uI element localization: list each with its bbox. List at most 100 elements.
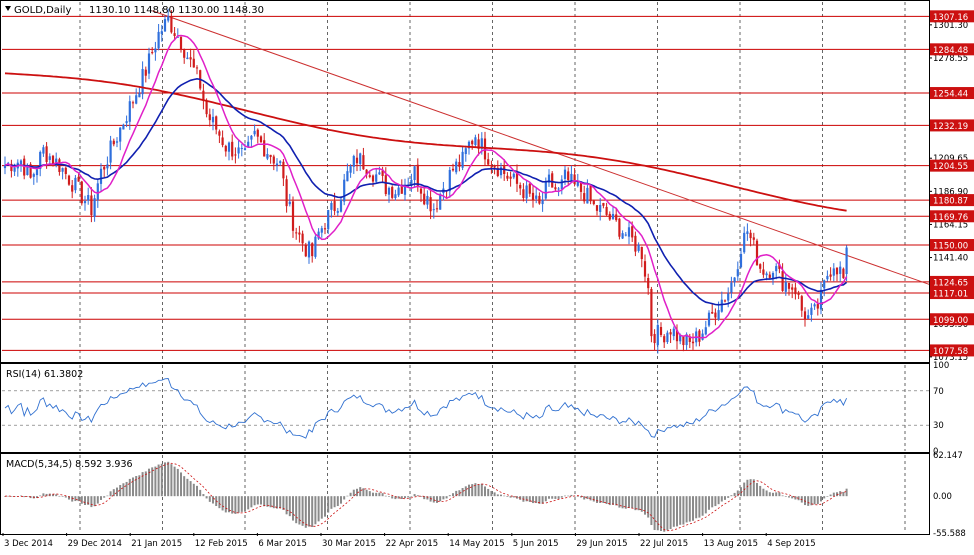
level-price-tag	[930, 239, 974, 252]
slow-moving-average	[4, 72, 847, 212]
candle-body	[32, 174, 35, 177]
macd-histogram-bar	[365, 489, 368, 497]
candle-body	[122, 124, 125, 130]
macd-histogram-bar	[480, 483, 483, 497]
candle-body	[3, 165, 7, 169]
macd-histogram-bar	[692, 496, 694, 521]
macd-histogram-bar	[567, 495, 570, 497]
macd-histogram-bar	[525, 496, 528, 502]
candle-body	[112, 140, 115, 145]
candle-body	[378, 172, 381, 175]
candle-body	[759, 264, 762, 269]
candle-body	[826, 275, 829, 280]
macd-histogram-bar	[77, 496, 80, 502]
candle-body	[314, 236, 317, 257]
macd-histogram-bar	[122, 483, 125, 497]
horizontal-levels	[2, 15, 929, 351]
macd-histogram-bar	[36, 496, 38, 498]
candle-body	[471, 140, 474, 145]
candle-body	[634, 235, 637, 252]
level-price-tag-text: 1150.00	[933, 242, 968, 252]
candle-body	[269, 154, 272, 157]
macd-histogram-bar	[653, 496, 656, 531]
candle-body	[691, 341, 695, 344]
macd-histogram-bar	[746, 479, 749, 497]
macd-histogram-bar	[240, 496, 243, 512]
macd-histogram-bar	[503, 495, 506, 497]
downtrend-line[interactable]	[152, 10, 930, 285]
candle-body	[448, 169, 451, 192]
macd-histogram-bar	[87, 496, 90, 505]
candle-body	[611, 213, 615, 219]
level-price-tag	[930, 344, 974, 357]
macd-histogram-bar	[794, 496, 797, 500]
macd-histogram-bar	[106, 495, 109, 497]
macd-histogram-bar	[679, 496, 682, 525]
candle-body	[816, 304, 819, 309]
candle-body	[720, 299, 723, 312]
macd-histogram-bar	[109, 491, 112, 497]
candle-body	[323, 228, 327, 230]
macd-histogram-bar	[640, 496, 643, 512]
macd-histogram-bar	[583, 496, 586, 500]
level-price-tag-text: 1232.19	[933, 122, 968, 132]
macd-histogram-bar	[471, 484, 474, 497]
candle-body	[771, 273, 775, 279]
macd-histogram-bar	[672, 496, 675, 527]
macd-pane-frame	[0, 453, 930, 535]
candle-body	[19, 160, 23, 165]
candle-body	[195, 67, 199, 69]
candle-body	[288, 201, 291, 205]
level-price-tag-text: 1180.87	[933, 197, 968, 207]
collapse-triangle-icon[interactable]	[5, 6, 11, 11]
candle-body	[829, 274, 832, 277]
candle-body	[483, 138, 487, 160]
macd-histogram-bar	[416, 495, 419, 497]
macd-histogram-bar	[708, 496, 710, 510]
macd-histogram-bar	[736, 490, 739, 497]
candle-body	[480, 138, 483, 149]
macd-histogram-bar	[637, 496, 640, 511]
candle-body	[355, 157, 359, 164]
macd-histogram-bar	[39, 495, 42, 497]
candle-body	[243, 148, 247, 151]
candle-body	[643, 261, 647, 277]
candle-body	[698, 330, 701, 342]
candle-body	[397, 187, 400, 196]
macd-histogram-bar	[170, 464, 173, 497]
macd-histogram-bar	[183, 476, 186, 497]
candle-body	[106, 164, 109, 169]
macd-histogram-bar	[733, 492, 736, 497]
candle-body	[419, 188, 423, 194]
macd-histogram-bar	[58, 495, 61, 497]
candle-body	[301, 233, 304, 244]
candle-body	[400, 186, 403, 194]
candle-body	[339, 199, 343, 212]
candle-body	[128, 101, 131, 122]
rsi-tick-label: 0	[933, 447, 938, 457]
candle-body	[141, 68, 144, 95]
macd-histogram-bar	[452, 493, 454, 497]
candle-body	[391, 186, 394, 198]
candle-body	[80, 181, 83, 204]
level-price-tag-text: 1254.44	[933, 90, 968, 100]
macd-histogram-bar	[164, 462, 166, 497]
candle-body	[627, 227, 631, 237]
macd-histogram-bar	[189, 481, 192, 497]
price-tick-label: 1278.55	[933, 54, 968, 64]
level-price-tag	[930, 275, 974, 288]
macd-histogram-bar	[506, 496, 509, 497]
candle-body	[227, 142, 231, 152]
candle-body	[589, 185, 592, 202]
candle-body	[83, 201, 87, 204]
candle-body	[640, 246, 643, 260]
macd-histogram-bar	[711, 496, 714, 508]
candle-body	[211, 116, 215, 123]
candle-body	[669, 332, 672, 335]
macd-histogram-bar	[669, 496, 672, 529]
level-price-tag	[930, 87, 974, 100]
candle-body	[464, 148, 467, 155]
level-price-tag	[930, 159, 974, 172]
